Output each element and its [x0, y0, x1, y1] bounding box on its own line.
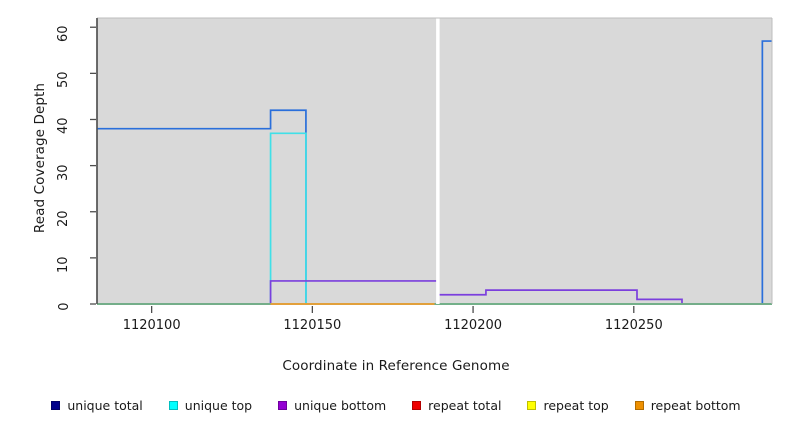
chart-legend: unique total unique top unique bottom repea…: [0, 398, 792, 413]
legend-item[interactable]: unique total: [51, 398, 143, 413]
data-gap-region: [436, 18, 440, 304]
legend-item[interactable]: unique bottom: [278, 398, 386, 413]
legend-swatch-icon: [527, 401, 537, 410]
x-axis-title: Coordinate in Reference Genome: [282, 358, 510, 374]
x-tick-label: 1120250: [604, 318, 663, 333]
legend-label: unique bottom: [294, 398, 387, 413]
plot-panel-background: [97, 18, 772, 304]
legend-swatch-icon: [278, 401, 288, 410]
legend-label: unique total: [67, 398, 143, 413]
legend-swatch-icon: [412, 401, 422, 410]
x-tick-label: 1120150: [283, 318, 342, 333]
legend-item[interactable]: repeat top: [527, 398, 609, 413]
legend-swatch-icon: [168, 401, 178, 410]
legend-item[interactable]: repeat bottom: [634, 398, 741, 413]
legend-swatch-icon: [51, 401, 61, 410]
legend-item[interactable]: repeat total: [412, 398, 501, 413]
legend-label: unique top: [184, 398, 253, 413]
legend-item[interactable]: unique top: [168, 398, 253, 413]
x-tick-label: 1120200: [444, 318, 503, 333]
series-line-unique-bottom: [97, 280, 772, 305]
legend-label: repeat total: [428, 398, 502, 413]
legend-label: repeat top: [543, 398, 609, 413]
x-tick-label: 1120100: [122, 318, 181, 333]
legend-swatch-icon: [634, 401, 644, 410]
legend-label: repeat bottom: [650, 398, 741, 413]
